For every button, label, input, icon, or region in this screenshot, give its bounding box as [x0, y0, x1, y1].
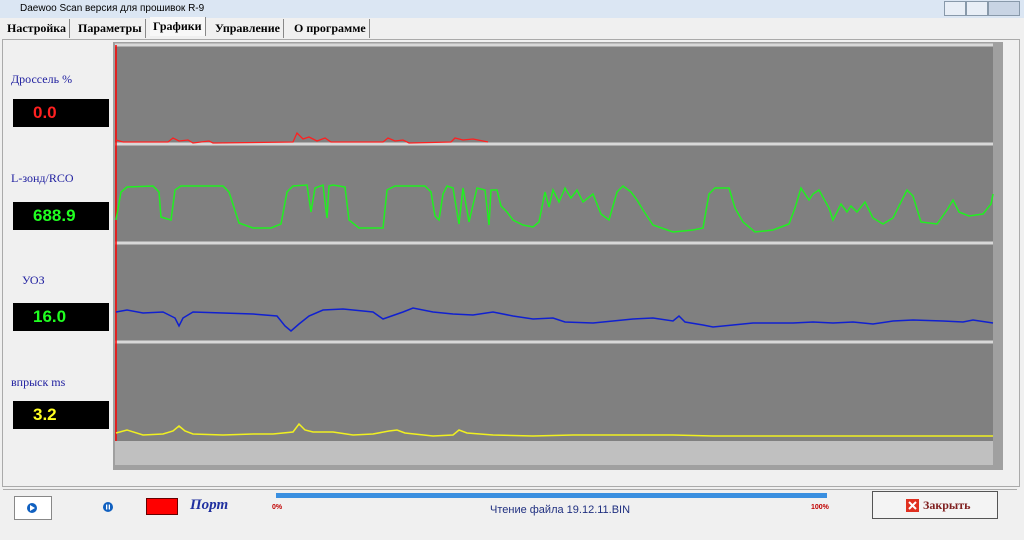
lambda-trace [115, 183, 994, 233]
minimize-button[interactable] [944, 1, 966, 16]
injection-trace [115, 422, 993, 437]
port-indicator [146, 498, 178, 515]
window-title: Daewoo Scan версия для прошивок R-9 [20, 3, 205, 14]
graph-area [113, 42, 1003, 470]
tab[interactable]: Настройка [4, 19, 71, 38]
close-window-button[interactable] [988, 1, 1020, 16]
close-button[interactable]: Закрыть [872, 491, 998, 519]
gauge-label: Дроссель % [11, 72, 73, 86]
close-icon [906, 499, 919, 512]
progress-end: 100% [811, 504, 829, 511]
gauge-value: 688.9 [13, 202, 109, 230]
gauge-label: L-зонд/RCO [11, 171, 74, 185]
gauge-value: 3.2 [13, 401, 109, 429]
ignition-trace [115, 307, 994, 332]
gauge-value: 16.0 [13, 303, 109, 331]
tab-active[interactable]: Графики [150, 17, 206, 36]
tab[interactable]: О программе [291, 19, 370, 38]
tab[interactable]: Параметры [75, 19, 146, 38]
maximize-button[interactable] [966, 1, 988, 16]
throttle-trace [115, 131, 489, 144]
gauge-label: УОЗ [22, 273, 45, 287]
pause-button[interactable] [101, 500, 115, 514]
gauge-label: впрыск ms [11, 375, 66, 389]
gauge-value: 0.0 [13, 99, 109, 127]
progress-start: 0% [272, 504, 283, 511]
status-bar [3, 489, 1017, 525]
close-label: Закрыть [923, 498, 971, 512]
play-button[interactable] [14, 496, 52, 520]
file-status: Чтение файла 19.12.11.BIN [490, 504, 631, 516]
tab[interactable]: Управление [212, 19, 284, 38]
progress-bar [276, 493, 827, 498]
port-label: Порт [190, 497, 229, 513]
title-bar: Daewoo Scan версия для прошивок R-9 [0, 0, 1024, 18]
